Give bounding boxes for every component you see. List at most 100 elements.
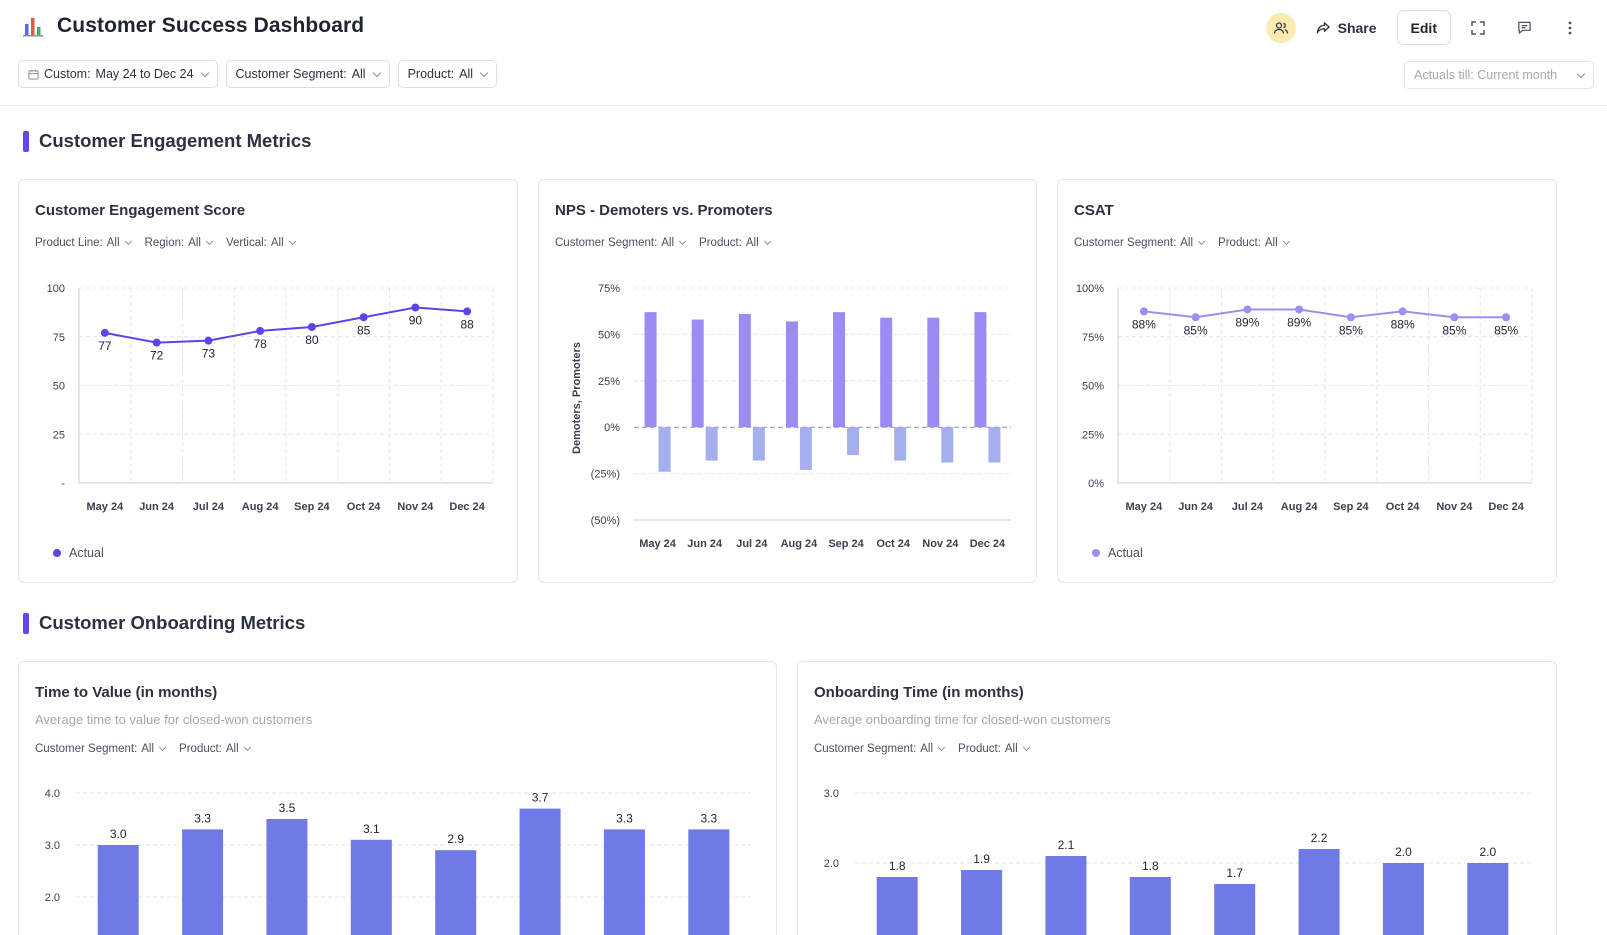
data-point (100, 328, 109, 337)
region-filter[interactable]: Region: All (145, 237, 214, 249)
data-point (411, 303, 420, 312)
global-filters: Custom: May 24 to Dec 24 Customer Segmen… (18, 60, 498, 88)
x-tick-label: Nov 24 (397, 501, 434, 513)
nps-card: NPS - Demoters vs. Promoters Customer Se… (538, 179, 1037, 583)
chevron-down-icon (1576, 69, 1586, 78)
y-tick-label: 50% (598, 329, 620, 341)
promoter-bar (691, 319, 704, 428)
demoter-bar (941, 427, 954, 463)
data-label: 85% (1442, 323, 1466, 337)
more-vertical-icon[interactable] (1551, 11, 1589, 45)
filter-label: Product: (699, 237, 742, 249)
filter-value: All (745, 237, 759, 249)
filter-value: All (351, 67, 366, 81)
header-actions: Share Edit (1265, 10, 1589, 45)
data-label: 88% (1391, 317, 1415, 331)
product-filter[interactable]: Product: All (179, 743, 251, 755)
bar (603, 829, 645, 935)
y-tick-label: 2.0 (824, 858, 839, 870)
data-label: 3.3 (194, 811, 211, 825)
bar (876, 877, 918, 935)
x-tick-label: Aug 24 (242, 501, 280, 513)
data-label: 1.7 (1226, 866, 1243, 880)
section-accent-bar (23, 612, 29, 634)
x-tick-label: Jun 24 (139, 501, 175, 513)
users-icon[interactable] (1265, 12, 1296, 43)
data-label: 80 (305, 333, 319, 347)
data-label: 3.5 (279, 801, 296, 815)
x-tick-label: Jul 24 (193, 501, 225, 513)
filter-value: May 24 to Dec 24 (95, 67, 194, 81)
customer-segment-filter[interactable]: Customer Segment: All (1074, 237, 1206, 249)
x-tick-label: Sep 24 (1333, 501, 1369, 513)
filter-value: All (459, 67, 474, 81)
x-tick-label: Jul 24 (736, 538, 768, 550)
x-tick-label: Dec 24 (970, 538, 1006, 550)
product-line-filter[interactable]: Product Line: All (35, 237, 132, 249)
bar (1214, 884, 1256, 935)
card-filters: Product Line: All Region: All Vertical: All (35, 237, 296, 249)
card-filters: Customer Segment: All Product: All (35, 743, 251, 755)
card-subtitle: Average onboarding time for closed-won c… (814, 712, 1111, 727)
y-tick-label: 100% (1076, 283, 1104, 295)
promoter-bar (644, 312, 657, 428)
x-tick-label: Dec 24 (449, 501, 485, 513)
x-tick-label: Sep 24 (294, 501, 330, 513)
onboarding-time-card: Onboarding Time (in months) Average onbo… (797, 661, 1557, 935)
y-tick-label: 3.0 (824, 788, 839, 800)
actuals-till-select[interactable]: Actuals till: Current month (1404, 61, 1594, 89)
csat-line-chart: 0% 25% 50% 75% 100% May 24 Jun 24 Jul 24 Aug 24 S… (1076, 283, 1533, 513)
data-label: 89% (1287, 315, 1311, 329)
product-filter[interactable]: Product: All (699, 237, 771, 249)
customer-segment-filter[interactable]: Customer Segment: All (225, 60, 390, 88)
data-point (1450, 313, 1459, 322)
fullscreen-icon[interactable] (1459, 11, 1497, 45)
x-tick-label: Dec 24 (1488, 501, 1524, 513)
vertical-filter[interactable]: Vertical: All (226, 237, 296, 249)
x-tick-label: Aug 24 (1281, 501, 1319, 513)
data-label: 88% (1132, 317, 1156, 331)
product-filter[interactable]: Product: All (958, 743, 1030, 755)
y-tick-label: 0% (604, 422, 620, 434)
data-label: 78 (253, 337, 267, 351)
customer-segment-filter[interactable]: Customer Segment: All (814, 743, 946, 755)
y-axis-label: Demoters, Promoters (571, 342, 583, 454)
filter-label: Product Line: (35, 237, 103, 249)
data-point (1295, 305, 1304, 314)
product-filter[interactable]: Product: All (397, 60, 498, 88)
filter-label: Customer Segment: (235, 67, 347, 81)
data-label: 1.8 (889, 859, 906, 873)
bar (961, 870, 1003, 935)
customer-segment-filter[interactable]: Customer Segment: All (35, 743, 167, 755)
time-to-value-bar-chart: 2.0 3.0 4.0 3.0 3.3 3.5 3.1 2.9 3.7 3.3 3.3 (45, 788, 751, 935)
data-label: 2.9 (447, 832, 464, 846)
filter-label: Customer Segment: (555, 237, 658, 249)
data-label: 3.0 (110, 827, 127, 841)
data-label: 73 (202, 347, 216, 361)
filter-value: All (1180, 237, 1194, 249)
data-label: 1.8 (1142, 859, 1159, 873)
series-line (1143, 308, 1507, 319)
edit-button[interactable]: Edit (1396, 10, 1451, 45)
filter-label: Customer Segment: (1074, 237, 1177, 249)
x-tick-label: Oct 24 (876, 538, 911, 550)
customer-segment-filter[interactable]: Customer Segment: All (555, 237, 687, 249)
chart-legend: Actual (1092, 546, 1143, 560)
data-label: 90 (409, 314, 423, 328)
y-tick-label: 0% (1088, 478, 1104, 490)
bar (1382, 863, 1424, 935)
engagement-line-chart: - 25 50 75 100 May 24 Jun 24 Jul 24 Aug 24 Sep 24… (47, 283, 494, 513)
chevron-down-icon (372, 68, 381, 77)
filter-value: All (661, 237, 675, 249)
y-tick-label: 75% (598, 283, 620, 295)
demoter-bar (894, 427, 907, 461)
filter-value: All (141, 743, 155, 755)
share-button[interactable]: Share (1304, 11, 1389, 45)
comment-icon[interactable] (1505, 11, 1543, 45)
chevron-down-icon (200, 68, 209, 77)
product-filter[interactable]: Product: All (1218, 237, 1290, 249)
card-filters: Customer Segment: All Product: All (1074, 237, 1290, 249)
data-label: 3.1 (363, 822, 380, 836)
x-tick-label: May 24 (87, 501, 125, 513)
date-range-filter[interactable]: Custom: May 24 to Dec 24 (18, 60, 218, 88)
